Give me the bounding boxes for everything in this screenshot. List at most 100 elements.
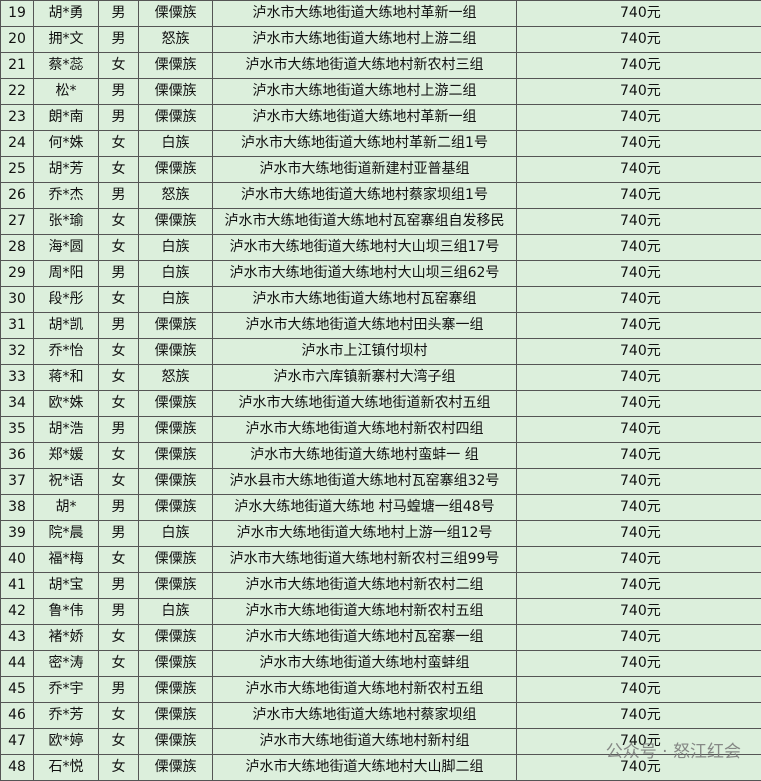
gender: 男 xyxy=(99,183,139,209)
gender: 女 xyxy=(99,391,139,417)
ethnicity: 白族 xyxy=(139,131,213,157)
name: 何*姝 xyxy=(34,131,99,157)
amount: 740元 xyxy=(517,209,761,235)
ethnicity: 傈僳族 xyxy=(139,53,213,79)
address: 泸水市大练地街道大练地村革新一组 xyxy=(213,1,517,27)
gender: 男 xyxy=(99,79,139,105)
address: 泸水市大练地街道大练地村上游二组 xyxy=(213,79,517,105)
ethnicity: 傈僳族 xyxy=(139,651,213,677)
address: 泸水市大练地街道大练地村上游一组12号 xyxy=(213,521,517,547)
amount: 740元 xyxy=(517,1,761,27)
ethnicity: 傈僳族 xyxy=(139,79,213,105)
name: 周*阳 xyxy=(34,261,99,287)
row-number: 32 xyxy=(1,339,34,365)
ethnicity: 白族 xyxy=(139,235,213,261)
address: 泸水市大练地街道大练地村新农村三组 xyxy=(213,53,517,79)
ethnicity: 傈僳族 xyxy=(139,755,213,781)
gender: 女 xyxy=(99,625,139,651)
address: 泸水大练地街道大练地 村马蝗塘一组48号 xyxy=(213,495,517,521)
row-number: 35 xyxy=(1,417,34,443)
amount: 740元 xyxy=(517,573,761,599)
name: 胡* xyxy=(34,495,99,521)
name: 段*彤 xyxy=(34,287,99,313)
address: 泸水市大练地街道大练地村大山坝三组17号 xyxy=(213,235,517,261)
ethnicity: 傈僳族 xyxy=(139,391,213,417)
row-number: 45 xyxy=(1,677,34,703)
amount: 740元 xyxy=(517,469,761,495)
gender: 女 xyxy=(99,209,139,235)
address: 泸水市大练地街道大练地村上游二组 xyxy=(213,27,517,53)
address: 泸水市上江镇付坝村 xyxy=(213,339,517,365)
gender: 男 xyxy=(99,261,139,287)
name: 褚*娇 xyxy=(34,625,99,651)
ethnicity: 白族 xyxy=(139,261,213,287)
name: 朗*南 xyxy=(34,105,99,131)
ethnicity: 傈僳族 xyxy=(139,105,213,131)
row-number: 47 xyxy=(1,729,34,755)
ethnicity: 傈僳族 xyxy=(139,209,213,235)
ethnicity: 傈僳族 xyxy=(139,625,213,651)
amount: 740元 xyxy=(517,287,761,313)
amount: 740元 xyxy=(517,391,761,417)
watermark: 公众号 · 怒江红会 xyxy=(606,737,741,762)
address: 泸水市大练地街道新建村亚普基组 xyxy=(213,157,517,183)
address: 泸水市大练地街道大练地村新农村二组 xyxy=(213,573,517,599)
ethnicity: 傈僳族 xyxy=(139,495,213,521)
amount: 740元 xyxy=(517,625,761,651)
gender: 女 xyxy=(99,339,139,365)
ethnicity: 傈僳族 xyxy=(139,703,213,729)
row-number: 23 xyxy=(1,105,34,131)
gender: 男 xyxy=(99,1,139,27)
gender: 男 xyxy=(99,27,139,53)
gender: 女 xyxy=(99,53,139,79)
name: 郑*媛 xyxy=(34,443,99,469)
gender: 女 xyxy=(99,287,139,313)
address: 泸水市大练地街道大练地村革新二组1号 xyxy=(213,131,517,157)
gender: 男 xyxy=(99,495,139,521)
address: 泸水市六库镇新寨村大湾子组 xyxy=(213,365,517,391)
gender: 女 xyxy=(99,703,139,729)
gender: 女 xyxy=(99,729,139,755)
amount: 740元 xyxy=(517,703,761,729)
gender: 男 xyxy=(99,677,139,703)
gender: 女 xyxy=(99,235,139,261)
name: 胡*宝 xyxy=(34,573,99,599)
address: 泸水市大练地街道大练地村大山脚二组 xyxy=(213,755,517,781)
row-number: 41 xyxy=(1,573,34,599)
ethnicity: 傈僳族 xyxy=(139,729,213,755)
gender: 男 xyxy=(99,105,139,131)
address: 泸水市大练地街道大练地村新农村五组 xyxy=(213,677,517,703)
gender: 女 xyxy=(99,469,139,495)
row-number: 29 xyxy=(1,261,34,287)
name: 石*悦 xyxy=(34,755,99,781)
ethnicity: 傈僳族 xyxy=(139,443,213,469)
gender: 女 xyxy=(99,755,139,781)
row-number: 20 xyxy=(1,27,34,53)
address: 泸水市大练地街道大练地村田头寨一组 xyxy=(213,313,517,339)
amount: 740元 xyxy=(517,365,761,391)
ethnicity: 白族 xyxy=(139,599,213,625)
ethnicity: 白族 xyxy=(139,287,213,313)
amount: 740元 xyxy=(517,261,761,287)
gender: 男 xyxy=(99,313,139,339)
amount: 740元 xyxy=(517,651,761,677)
row-number: 48 xyxy=(1,755,34,781)
ethnicity: 怒族 xyxy=(139,183,213,209)
address: 泸水市大练地街道大练地村瓦窑寨组 xyxy=(213,287,517,313)
address: 泸水市大练地街道大练地村新农村五组 xyxy=(213,599,517,625)
amount: 740元 xyxy=(517,53,761,79)
address: 泸水市大练地街道大练地村新村组 xyxy=(213,729,517,755)
row-number: 42 xyxy=(1,599,34,625)
